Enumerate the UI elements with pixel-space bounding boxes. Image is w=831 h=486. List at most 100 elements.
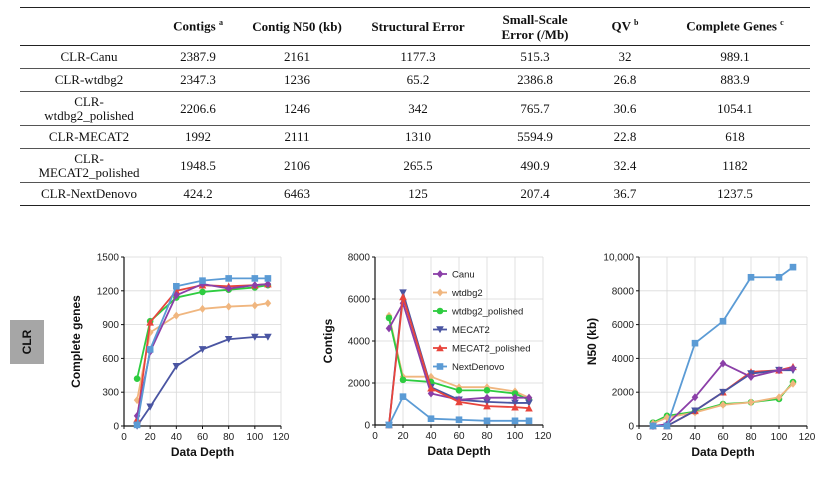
- table-cell: 36.7: [613, 186, 637, 201]
- table-row: CLR-wtdbg2_polished 2206.6 1246 342 765.7 30.…: [20, 92, 810, 126]
- x-tick-label: 60: [453, 431, 465, 442]
- data-point: [511, 417, 519, 425]
- data-point: [455, 387, 463, 394]
- legend-swatch-marker: [436, 344, 444, 352]
- data-point: [225, 275, 232, 282]
- table-cell-assembly: CLR-Canu: [60, 49, 118, 64]
- x-tick-label: 40: [425, 431, 437, 442]
- contigs-chart: 0 2000 4000 6000 8000 0 20 40 60 80 100 120 Data Dep…: [321, 253, 552, 459]
- data-point: [224, 335, 233, 344]
- data-point: [198, 346, 207, 354]
- data-point: [251, 281, 259, 290]
- data-point: [511, 399, 519, 407]
- table-cell: 883.9: [720, 72, 750, 87]
- x-tick-label: 100: [507, 431, 524, 442]
- table-row: CLR-NextDenovo 424.2 6463 125 207.4 36.7 1237.…: [20, 183, 810, 206]
- y-tick-label: 2000: [612, 388, 635, 399]
- legend-label: wtdbg2_polished: [451, 307, 523, 318]
- data-point: [385, 314, 393, 322]
- x-tick-label: 100: [771, 432, 788, 443]
- table-cell: 65.2: [406, 72, 430, 87]
- table-cell: 2387.9: [180, 49, 216, 64]
- data-point: [525, 399, 533, 407]
- y-tick-label: 0: [113, 422, 119, 433]
- y-tick-label: 6000: [348, 295, 371, 306]
- x-tick-label: 120: [799, 432, 816, 443]
- table-cell: 265.5: [403, 157, 433, 173]
- table-cell: 765.7: [520, 100, 550, 116]
- table-cell: 1177.3: [400, 49, 436, 64]
- data-point: [199, 288, 206, 296]
- table-cell: 125: [408, 186, 428, 201]
- header-contig-n50: Contig N50 (kb): [252, 18, 342, 34]
- data-point: [483, 402, 491, 410]
- table-cell: 22.8: [613, 129, 637, 144]
- legend-swatch-marker: [436, 288, 444, 297]
- table-cell: 490.9: [520, 157, 550, 173]
- data-point: [525, 404, 533, 412]
- data-point: [483, 393, 491, 402]
- header-small-scale-error: Small-Scale Error (/Mb): [501, 11, 569, 42]
- data-point: [172, 362, 181, 371]
- table-cell-assembly: CLR-wtdbg2: [54, 72, 124, 87]
- data-point: [385, 421, 393, 429]
- y-tick-label: 6000: [612, 320, 635, 331]
- data-point: [719, 317, 727, 325]
- data-point: [146, 346, 154, 353]
- data-point: [775, 273, 783, 281]
- x-tick-label: 20: [661, 432, 673, 443]
- data-point: [427, 415, 435, 422]
- data-point: [133, 421, 141, 429]
- legend-label: MECAT2: [452, 325, 490, 336]
- table-cell: 1310: [405, 129, 431, 144]
- table-cell: 342: [408, 100, 428, 116]
- data-point: [789, 364, 797, 373]
- table-cell: 989.1: [720, 49, 750, 64]
- results-table: Contigs a Contig N50 (kb) Structural Err…: [20, 7, 810, 206]
- series-nextdenovo: [385, 393, 533, 429]
- data-point: [483, 387, 491, 394]
- table-cell: 2106: [284, 157, 310, 173]
- data-point: [264, 275, 272, 282]
- legend-label: MECAT2_polished: [452, 344, 531, 355]
- table-cell-assembly: CLR-MECAT2: [48, 129, 130, 144]
- header-structural-error: Structural Error: [371, 18, 465, 34]
- data-point: [691, 339, 699, 347]
- table-cell: 1237.5: [717, 186, 753, 201]
- table-cell: 2386.8: [517, 72, 553, 87]
- x-tick-label: 60: [717, 432, 729, 443]
- data-point: [251, 275, 259, 282]
- y-tick-label: 4000: [612, 354, 635, 365]
- legend-label: wtdbg2: [451, 288, 483, 299]
- header-qv: QV b: [611, 18, 639, 34]
- data-point: [264, 333, 272, 341]
- data-point: [483, 417, 491, 425]
- table-cell-assembly: CLR- MECAT2_polished: [38, 150, 140, 180]
- y-tick-label: 10,000: [603, 253, 634, 264]
- x-tick-label: 20: [397, 431, 409, 442]
- data-point: [399, 293, 407, 301]
- table-cell-assembly: CLR-NextDenovo: [40, 186, 138, 201]
- data-point: [511, 403, 519, 411]
- data-point: [199, 277, 206, 284]
- x-tick-label: 0: [121, 432, 127, 443]
- table-row: CLR-Canu 2387.9 2161 1177.3 515.3 32 989.1: [20, 46, 810, 69]
- x-tick-label: 120: [535, 431, 552, 442]
- data-point: [455, 398, 463, 406]
- y-tick-label: 600: [102, 354, 119, 365]
- n50-chart: 0 2000 4000 6000 8000 10,000 0 20 40 60 80 100 120 Da…: [585, 253, 816, 460]
- data-point: [525, 417, 533, 425]
- table-cell: 515.3: [520, 49, 550, 64]
- table-cell: 1182: [722, 157, 748, 173]
- table-cell: 32.4: [613, 157, 637, 173]
- x-tick-label: 120: [273, 432, 290, 443]
- data-point: [173, 311, 180, 320]
- header-empty: [20, 8, 158, 46]
- x-axis-label: Data Depth: [691, 445, 754, 459]
- x-tick-label: 80: [223, 432, 235, 443]
- complete-genes-chart: 0 300 600 900 1200 1500 0 20 40 60 80 100 120 Data De…: [69, 253, 290, 460]
- data-point: [455, 416, 463, 424]
- data-point: [146, 318, 154, 326]
- y-axis-label: Contigs: [321, 318, 335, 363]
- y-axis-label: Complete genes: [69, 295, 83, 388]
